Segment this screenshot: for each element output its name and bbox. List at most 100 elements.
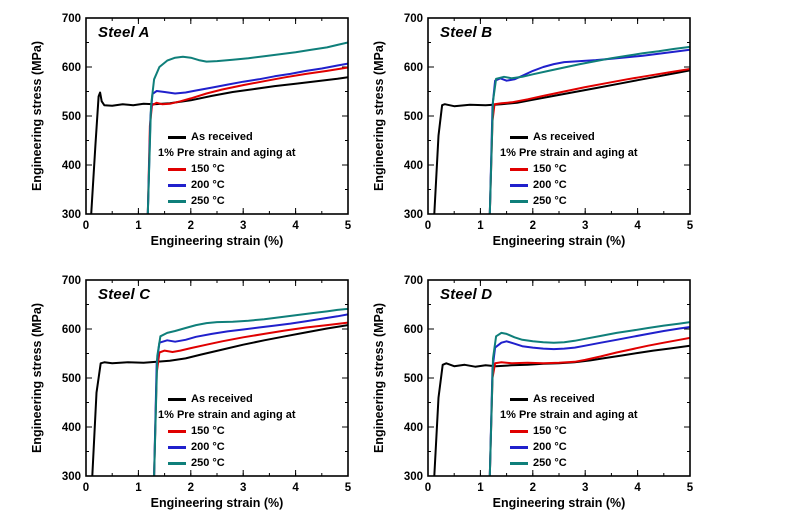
charts-grid: 0 1 2 3 4 5 300 400 500 600 700 Steel A Engineerin…: [28, 8, 712, 522]
y-axis-label: Engineering stress (MPa): [30, 302, 44, 454]
legend-line-swatch: [168, 135, 186, 139]
legend-line-swatch: [168, 183, 186, 187]
plot-area-steel-d: 0 1 2 3 4 5 300 400 500 600 700: [404, 275, 694, 494]
x-axis-label: Engineering strain (%): [150, 496, 284, 510]
legend-label: 200 °C: [191, 178, 225, 191]
legend-label: 150 °C: [191, 162, 225, 175]
legend-item: 150 °C: [510, 162, 638, 176]
x-tick-label: 3: [240, 482, 246, 494]
y-axis-label: Engineering stress (MPa): [30, 40, 44, 192]
y-tick-label: 400: [404, 422, 423, 434]
legend-item: 200 °C: [510, 178, 638, 192]
x-tick-label: 0: [83, 482, 89, 494]
legend-label: 1% Pre strain and aging at: [500, 408, 638, 421]
x-tick-label: 3: [582, 220, 588, 232]
y-tick-label: 400: [404, 160, 423, 172]
x-tick-label: 4: [634, 220, 641, 232]
legend-label: 200 °C: [191, 440, 225, 453]
legend-item: 200 °C: [168, 178, 296, 192]
legend-line-swatch: [168, 397, 186, 401]
x-tick-label: 0: [425, 220, 431, 232]
legend-line-swatch: [510, 167, 528, 171]
y-tick-label: 400: [62, 160, 81, 172]
y-tick-label: 500: [62, 373, 81, 385]
chart-steel-c: 0 1 2 3 4 5 300 400 500 600 700 Steel C Engineerin…: [28, 270, 370, 522]
legend: As received 1% Pre strain and aging at 150…: [500, 130, 638, 208]
x-tick-label: 5: [687, 482, 694, 494]
legend-line-swatch: [510, 429, 528, 433]
legend-line-swatch: [168, 199, 186, 203]
plot-area-steel-a: 0 1 2 3 4 5 300 400 500 600 700: [62, 13, 352, 232]
legend-item: As received: [168, 392, 296, 406]
series-line-250-c: [146, 41, 348, 214]
x-tick-label: 3: [240, 220, 246, 232]
chart-title-steel-c: Steel C: [98, 286, 151, 303]
x-tick-label: 1: [477, 220, 484, 232]
chart-title-steel-b: Steel B: [440, 24, 493, 41]
legend-label: 150 °C: [533, 424, 567, 437]
x-tick-label: 2: [530, 482, 536, 494]
series-line-250-c: [488, 321, 690, 476]
series-line-200-c: [153, 313, 348, 476]
x-tick-label: 2: [188, 482, 194, 494]
legend-item: 200 °C: [168, 440, 296, 454]
chart-title-steel-d: Steel D: [440, 286, 493, 303]
legend-line-swatch: [510, 397, 528, 401]
x-tick-label: 5: [345, 220, 352, 232]
legend-item: As received: [510, 392, 638, 406]
y-tick-label: 500: [62, 111, 81, 123]
legend-label: 150 °C: [191, 424, 225, 437]
x-tick-label: 2: [530, 220, 536, 232]
legend-label: 150 °C: [533, 162, 567, 175]
x-tick-label: 4: [292, 220, 299, 232]
legend-label: 250 °C: [533, 456, 567, 469]
legend-header: 1% Pre strain and aging at: [500, 408, 638, 422]
series-line-250-c: [488, 45, 690, 214]
series-line-250-c: [153, 307, 348, 476]
x-tick-label: 3: [582, 482, 588, 494]
x-tick-label: 0: [425, 482, 431, 494]
series-line-200-c: [146, 62, 348, 214]
legend: As received 1% Pre strain and aging at 150…: [158, 130, 296, 208]
legend-header: 1% Pre strain and aging at: [158, 408, 296, 422]
legend-label: As received: [191, 130, 253, 143]
legend-line-swatch: [168, 445, 186, 449]
y-tick-label: 300: [404, 471, 423, 483]
series-line-150-c: [146, 66, 348, 214]
chart-steel-b: 0 1 2 3 4 5 300 400 500 600 700 Steel B Engineerin…: [370, 8, 712, 260]
legend-item: 200 °C: [510, 440, 638, 454]
series-line-as-received: [433, 69, 690, 214]
legend-header: 1% Pre strain and aging at: [500, 146, 638, 160]
x-axis-label: Engineering strain (%): [492, 234, 626, 248]
legend-label: 1% Pre strain and aging at: [158, 408, 296, 421]
legend-line-swatch: [168, 429, 186, 433]
legend-item: As received: [168, 130, 296, 144]
legend-item: 150 °C: [168, 162, 296, 176]
y-tick-label: 600: [62, 324, 81, 336]
chart-steel-a: 0 1 2 3 4 5 300 400 500 600 700 Steel A Engineerin…: [28, 8, 370, 260]
legend-label: As received: [533, 130, 595, 143]
y-tick-label: 500: [404, 111, 423, 123]
y-tick-label: 600: [62, 62, 81, 74]
legend-line-swatch: [510, 461, 528, 465]
legend-label: 250 °C: [191, 456, 225, 469]
legend-line-swatch: [510, 183, 528, 187]
x-tick-label: 1: [135, 482, 142, 494]
legend-label: 200 °C: [533, 440, 567, 453]
x-tick-label: 2: [188, 220, 194, 232]
y-tick-label: 600: [404, 62, 423, 74]
legend: As received 1% Pre strain and aging at 150…: [158, 392, 296, 470]
legend-item: 150 °C: [510, 424, 638, 438]
legend-label: 1% Pre strain and aging at: [158, 146, 296, 159]
legend-item: As received: [510, 130, 638, 144]
x-tick-label: 5: [345, 482, 352, 494]
plot-frame: [85, 279, 349, 477]
y-tick-label: 300: [62, 471, 81, 483]
legend-header: 1% Pre strain and aging at: [158, 146, 296, 160]
legend-line-swatch: [168, 167, 186, 171]
series-line-150-c: [488, 68, 690, 214]
x-tick-label: 5: [687, 220, 694, 232]
legend-label: As received: [533, 392, 595, 405]
y-tick-label: 400: [62, 422, 81, 434]
